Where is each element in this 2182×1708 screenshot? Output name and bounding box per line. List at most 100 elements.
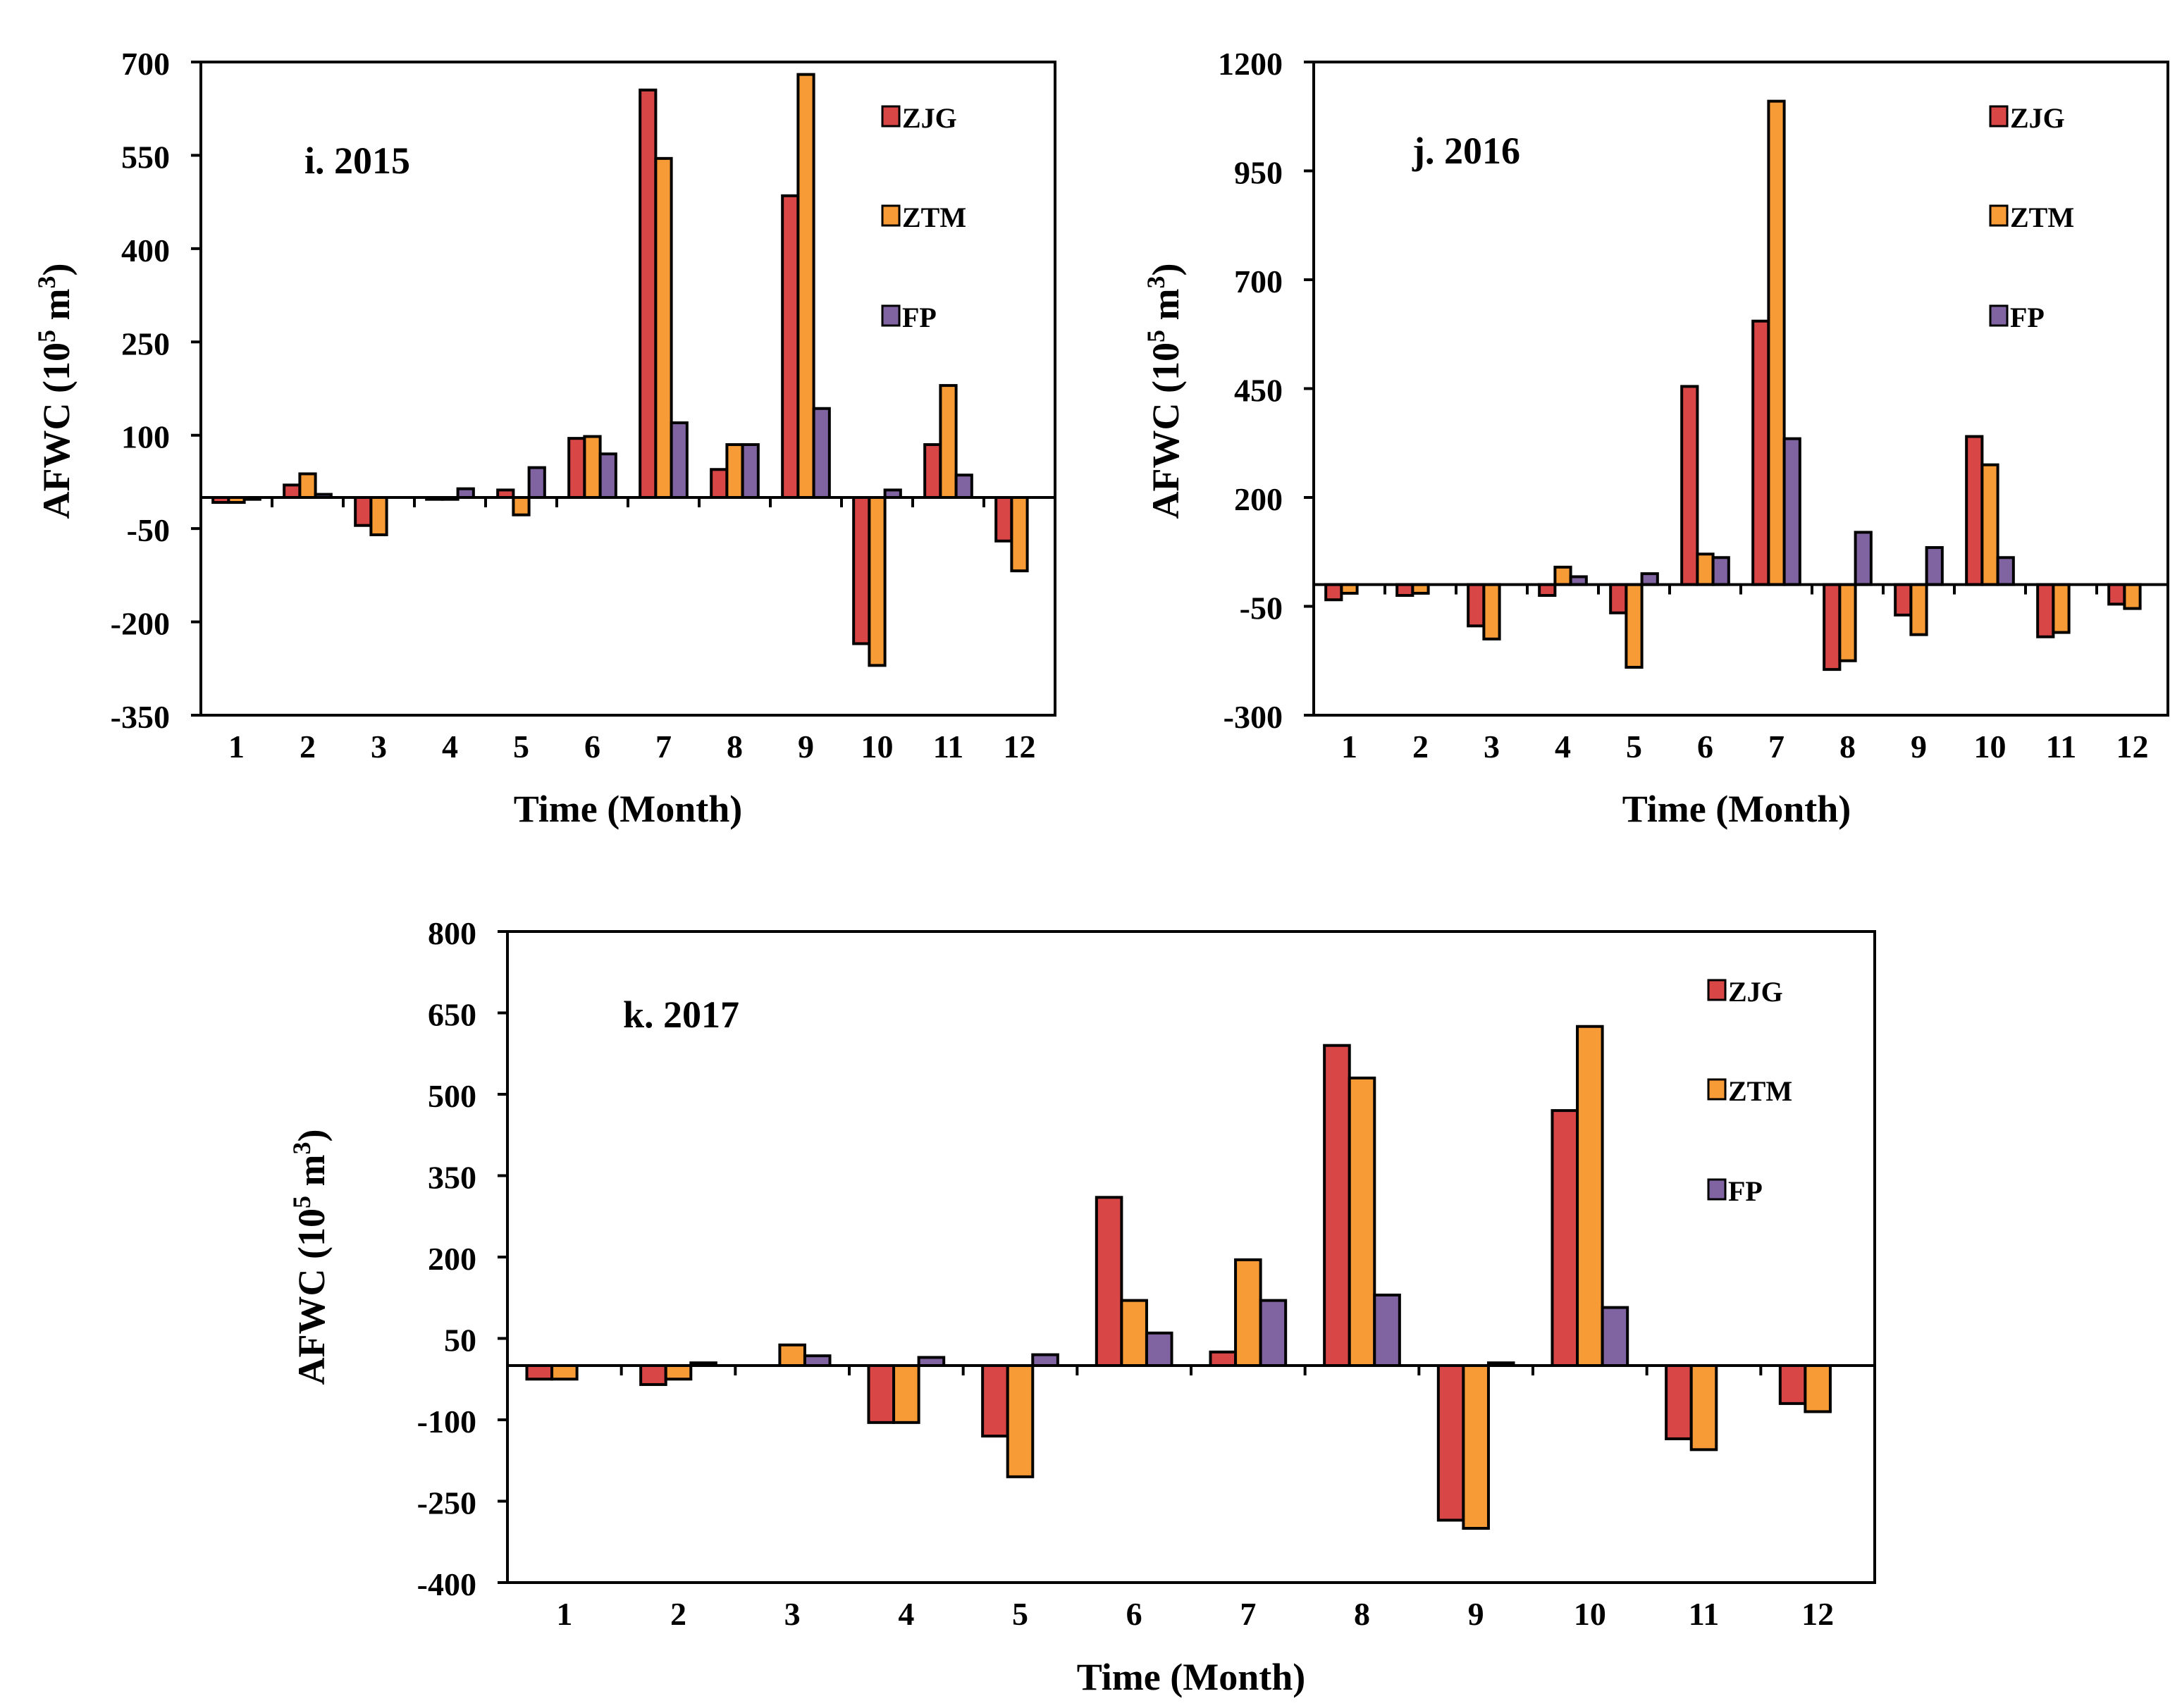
legend-label-zjg: ZJG <box>2010 102 2065 134</box>
bar-ztm-month-8 <box>1348 1076 1376 1368</box>
x-tick-label: 7 <box>655 729 672 765</box>
bar-fp-month-5 <box>1640 572 1659 586</box>
x-tick-label: 1 <box>556 1596 572 1632</box>
bar-fp-month-10 <box>1601 1306 1629 1367</box>
bar-fp-month-8 <box>741 443 760 500</box>
legend-label-zjg: ZJG <box>1728 976 1783 1008</box>
y-tick-label: 950 <box>1234 155 1283 191</box>
x-axis-title: Time (Month) <box>1077 1656 1305 1698</box>
legend-label-fp: FP <box>902 302 937 333</box>
bar-zjg-month-6 <box>567 437 586 500</box>
bar-ztm-month-12 <box>1010 496 1029 573</box>
bar-ztm-month-4 <box>892 1364 920 1424</box>
x-tick-label: 8 <box>727 729 743 765</box>
x-axis-title: Time (Month) <box>1622 788 1851 830</box>
bar-zjg-month-11 <box>923 443 942 500</box>
y-tick-label: 700 <box>1234 264 1283 299</box>
x-tick-label: 3 <box>1484 729 1500 765</box>
bar-ztm-month-3 <box>1482 583 1501 640</box>
x-tick-label: 9 <box>1911 729 1927 765</box>
legend-label-fp: FP <box>2010 302 2045 333</box>
x-axis-title: Time (Month) <box>514 788 742 830</box>
legend-label-zjg: ZJG <box>902 102 957 134</box>
bar-zjg-month-8 <box>1823 583 1842 672</box>
legend-label-ztm: ZTM <box>1728 1075 1792 1107</box>
bar-fp-month-5 <box>527 466 546 500</box>
bar-zjg-month-10 <box>1551 1109 1579 1367</box>
bar-ztm-month-10 <box>868 496 887 667</box>
y-tick-label: 350 <box>428 1160 476 1196</box>
y-tick-label: 650 <box>428 997 476 1033</box>
legend-swatch-zjg <box>1989 105 2009 128</box>
bar-zjg-month-8 <box>1323 1044 1351 1367</box>
bar-ztm-month-8 <box>725 443 744 500</box>
bar-ztm-month-9 <box>1909 583 1928 636</box>
x-tick-label: 8 <box>1354 1596 1370 1632</box>
bar-zjg-month-11 <box>1665 1364 1693 1440</box>
y-axis-title: AFWC (105 m3) <box>32 264 78 519</box>
x-tick-label: 9 <box>1468 1596 1484 1632</box>
bar-ztm-month-2 <box>664 1364 693 1381</box>
bar-zjg-month-2 <box>1395 583 1414 598</box>
bar-zjg-month-12 <box>2107 583 2126 606</box>
bar-fp-month-9 <box>1925 546 1944 586</box>
bar-fp-month-9 <box>812 407 831 499</box>
bar-ztm-month-4 <box>1553 565 1572 586</box>
y-tick-label: -50 <box>1240 590 1283 626</box>
bar-ztm-month-7 <box>1767 99 1786 586</box>
chart-panel-2016: j. 2016 Time (Month) AFWC (105 m3) 12009… <box>1142 46 2169 830</box>
plot-area-frame <box>199 61 1056 717</box>
legend-label-fp: FP <box>1728 1175 1763 1207</box>
y-tick-label: 100 <box>121 419 170 455</box>
bar-fp-month-11 <box>954 474 973 500</box>
y-tick-label: 400 <box>121 233 170 268</box>
bar-ztm-month-10 <box>1576 1025 1604 1367</box>
bar-fp-month-8 <box>1854 531 1873 586</box>
bar-zjg-month-7 <box>1209 1350 1238 1367</box>
y-tick-label: 200 <box>428 1241 476 1277</box>
x-tick-label: 7 <box>1768 729 1785 765</box>
x-tick-label: 11 <box>2046 729 2076 765</box>
bar-zjg-month-2 <box>639 1364 667 1386</box>
x-tick-label: 2 <box>670 1596 686 1632</box>
bar-ztm-month-10 <box>1980 463 1999 586</box>
bar-ztm-month-11 <box>1689 1364 1718 1452</box>
bar-ztm-month-6 <box>1120 1299 1148 1367</box>
y-tick-label: -400 <box>417 1566 476 1602</box>
x-tick-label: 7 <box>1240 1596 1256 1632</box>
bar-ztm-month-6 <box>1696 552 1715 586</box>
bar-zjg-month-12 <box>994 496 1013 543</box>
x-tick-label: 9 <box>798 729 814 765</box>
bar-zjg-month-3 <box>354 496 373 527</box>
bar-ztm-month-11 <box>939 384 958 499</box>
bar-zjg-month-11 <box>2036 583 2055 638</box>
bar-fp-month-5 <box>1031 1353 1059 1367</box>
y-axis-title: AFWC (105 m3) <box>1142 264 1187 519</box>
y-tick-label: -350 <box>111 699 170 735</box>
bar-zjg-month-12 <box>1778 1364 1807 1405</box>
bar-zjg-month-4 <box>1538 583 1557 598</box>
legend-swatch-zjg <box>881 105 901 128</box>
legend-swatch-fp <box>1707 1178 1727 1201</box>
y-tick-label: -300 <box>1223 699 1283 735</box>
bar-ztm-month-1 <box>550 1364 579 1381</box>
y-tick-label: 1200 <box>1218 46 1283 82</box>
bar-ztm-month-3 <box>369 496 388 536</box>
bar-zjg-month-6 <box>1095 1196 1123 1368</box>
bar-zjg-month-8 <box>710 468 729 499</box>
y-tick-label: 200 <box>1234 481 1283 517</box>
bar-ztm-month-7 <box>1234 1258 1262 1367</box>
bar-ztm-month-3 <box>778 1343 806 1367</box>
y-tick-label: -100 <box>417 1404 476 1440</box>
legend-label-ztm: ZTM <box>2010 202 2074 233</box>
x-tick-label: 3 <box>784 1596 801 1632</box>
bar-ztm-month-5 <box>1006 1364 1035 1478</box>
bar-zjg-month-10 <box>1965 435 1984 586</box>
bar-ztm-month-7 <box>654 156 673 499</box>
legend-swatch-ztm <box>1707 1078 1727 1101</box>
bar-zjg-month-6 <box>1680 385 1699 586</box>
x-tick-label: 4 <box>1555 729 1571 765</box>
bar-fp-month-10 <box>1996 556 2015 586</box>
